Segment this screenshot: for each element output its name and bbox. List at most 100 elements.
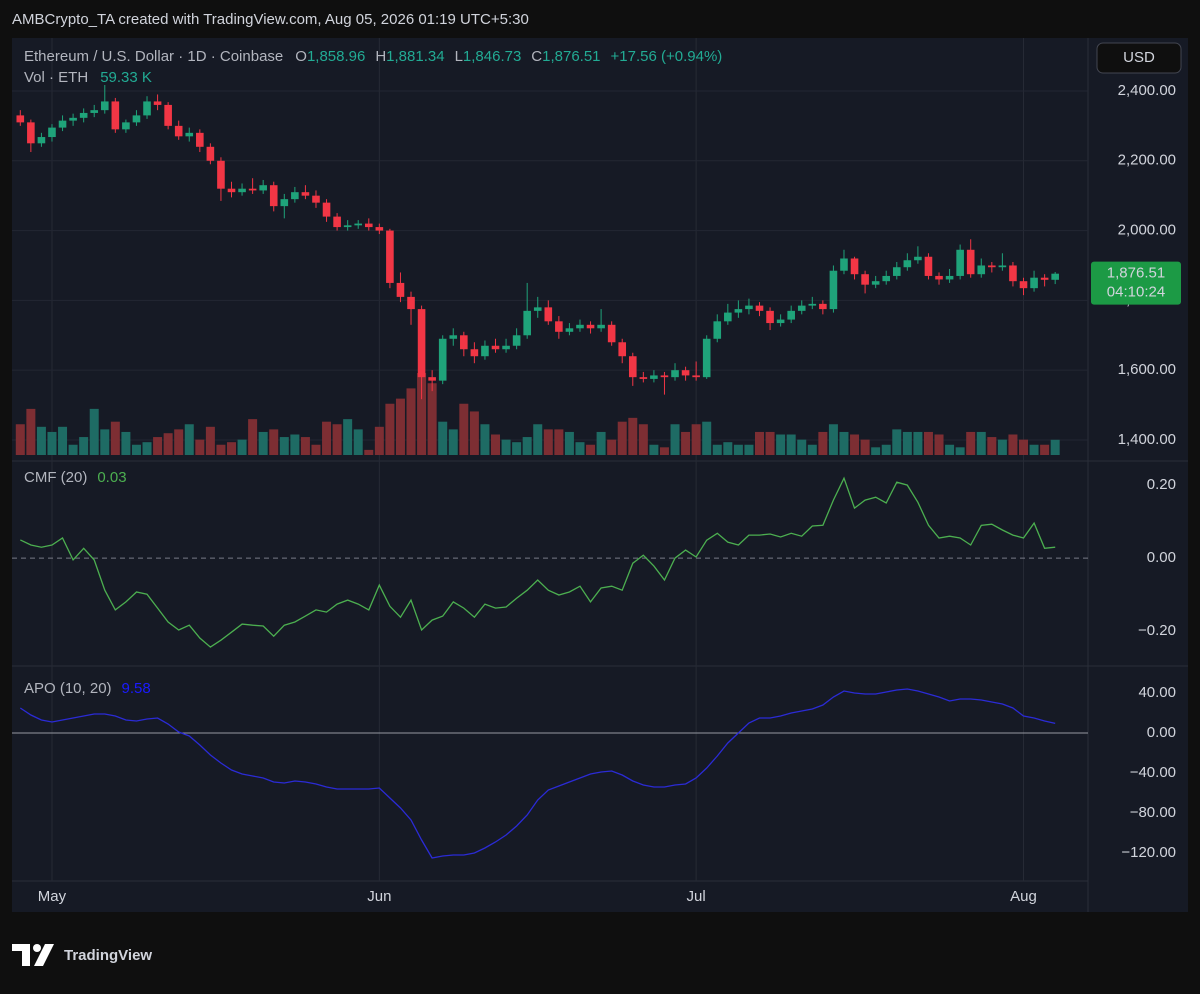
candle-body [301, 192, 310, 196]
candle-body [945, 275, 954, 280]
candle-body [1019, 281, 1028, 289]
volume-bar [89, 408, 99, 455]
y-tick-label: 0.00 [1147, 549, 1176, 566]
currency-label[interactable]: USD [1123, 49, 1155, 66]
candle-body [988, 265, 996, 268]
candle-body [491, 345, 500, 350]
candle-body [523, 310, 531, 336]
volume-bar [638, 424, 648, 455]
candle-body [829, 270, 838, 310]
volume-bar [469, 411, 479, 455]
plot-layer: MayJunJulAug1,400.001,600.001,800.002,00… [12, 38, 1181, 905]
candle-body [639, 377, 648, 379]
candle-body [892, 267, 901, 276]
candle-body [100, 101, 109, 111]
volume-bar [723, 442, 733, 455]
volume-bar [216, 444, 226, 455]
volume-bar [818, 431, 828, 455]
candle-body [143, 101, 151, 116]
volume-bar [575, 442, 585, 455]
candle-body [396, 282, 405, 297]
volume-bar [406, 388, 416, 455]
candle-body [269, 185, 278, 207]
attribution: AMBCrypto_TA created with TradingView.co… [12, 11, 529, 28]
candle-body [196, 132, 204, 147]
volume-bar [353, 429, 363, 455]
candle-body [132, 115, 141, 123]
volume-bar [807, 444, 817, 455]
candle-body [69, 117, 77, 121]
chart-background [12, 38, 1188, 912]
candle-body [628, 356, 637, 378]
candle-body [16, 115, 25, 123]
volume-bar [617, 421, 627, 455]
candle-body [122, 122, 130, 130]
candle-body [544, 307, 553, 322]
volume-bar [670, 424, 680, 455]
volume-bar [702, 421, 712, 455]
volume-bar [522, 437, 532, 455]
last-price-label: 1,876.51 [1107, 265, 1165, 282]
candle-body [618, 342, 627, 357]
volume-bar [121, 431, 131, 455]
candle-body [502, 345, 510, 350]
volume-bar [374, 426, 384, 455]
candle-body [79, 112, 88, 118]
candle-body [185, 132, 194, 137]
candle-body [702, 338, 711, 378]
candle-body [364, 223, 373, 228]
apo-legend: APO (10, 20) 9.58 [24, 680, 151, 697]
volume-bar [385, 403, 395, 455]
volume-bar [533, 424, 543, 455]
volume-bar [923, 431, 933, 455]
y-tick-label: 0.00 [1147, 724, 1176, 741]
volume-bar [1008, 434, 1018, 455]
candle-body [1051, 273, 1059, 280]
candle-body [460, 335, 468, 350]
brand-name: TradingView [64, 947, 152, 964]
candle-body [861, 274, 869, 285]
y-tick-label: 2,200.00 [1118, 152, 1176, 169]
candle-body [48, 127, 56, 138]
volume-bar [902, 431, 912, 455]
candle-body [586, 324, 595, 329]
volume-bar [195, 439, 205, 455]
volume-bar [100, 429, 110, 455]
candle-body [407, 296, 415, 310]
candle-body [914, 256, 922, 261]
candle-body [607, 324, 616, 343]
indicator-line [19, 688, 1056, 859]
candle-body [417, 309, 426, 378]
y-tick-label: −120.00 [1121, 844, 1176, 861]
volume-bar [881, 444, 891, 455]
candle-body [333, 216, 341, 228]
ohlc-value: 1,881.34 [386, 48, 444, 65]
candle-body [111, 101, 120, 130]
volume-bar [343, 419, 353, 455]
ohlc-key: O [295, 48, 307, 65]
volume-bar [58, 426, 68, 455]
volume-bar [1040, 444, 1050, 455]
currency-button[interactable] [1096, 42, 1182, 74]
candle-body [533, 307, 542, 311]
candle-body [734, 309, 743, 313]
candle-body [882, 275, 891, 282]
volume-bar [153, 437, 163, 455]
volume-bar [839, 431, 849, 455]
change: +17.56 (+0.94%) [611, 48, 723, 65]
volume-bar [607, 439, 617, 455]
y-tick-label: 2,400.00 [1118, 82, 1176, 99]
logo-seven [12, 944, 30, 966]
volume-bar [163, 433, 173, 455]
volume-name: Vol · ETH [24, 69, 88, 86]
volume-bar [322, 421, 332, 455]
candle-body [174, 125, 183, 137]
ohlc-value: 1,876.51 [542, 48, 600, 65]
symbol: Ethereum / U.S. Dollar · 1D · Coinbase [24, 48, 283, 65]
volume-bar [417, 373, 427, 455]
volume-bar [649, 444, 659, 455]
volume-legend: Vol · ETH 59.33 K [24, 69, 152, 86]
volume-bar [459, 403, 469, 455]
volume-bar [427, 383, 437, 455]
